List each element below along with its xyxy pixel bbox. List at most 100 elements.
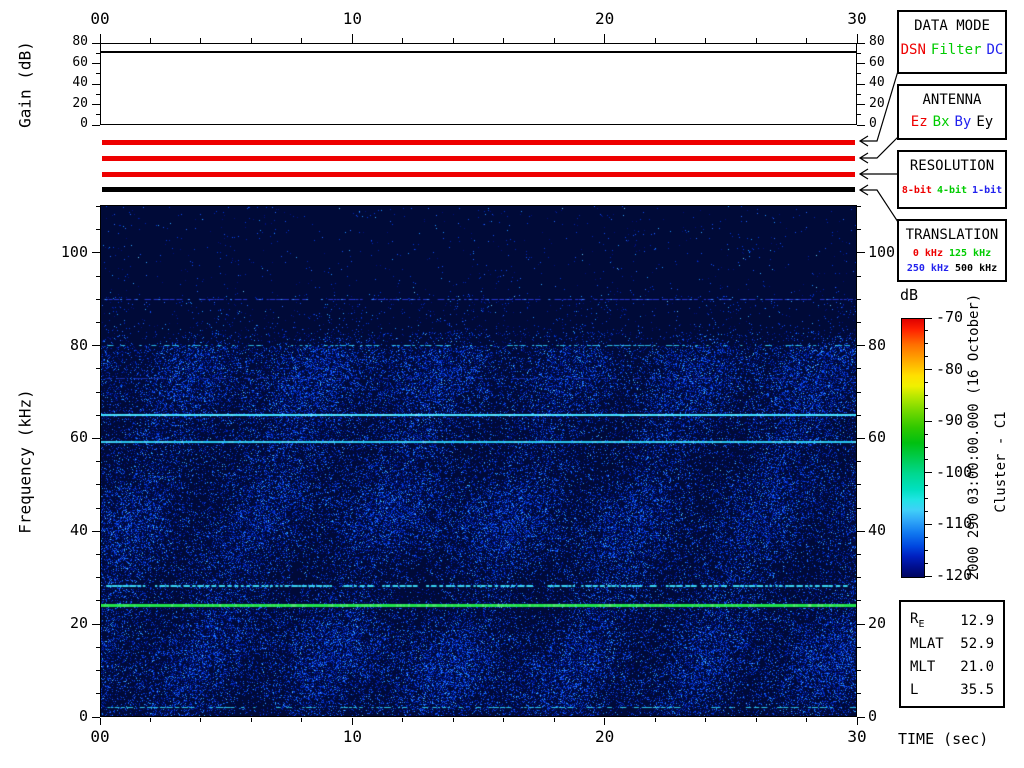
axis-tick [92,345,100,346]
axis-tick [857,531,865,532]
axis-tick [924,576,932,577]
axis-tick [92,438,100,439]
gain-ytick-label: 0 [869,117,939,132]
gain-xtick-label: 30 [822,10,892,28]
freq-ytick-label: 0 [18,708,88,725]
axis-tick [251,718,252,722]
axis-tick [924,459,928,460]
axis-tick [857,125,865,126]
status-bar-antenna [102,156,855,161]
gain-ytick-label: 40 [869,76,939,91]
axis-tick [924,550,928,551]
ephemeris-value: 21.0 [960,659,994,675]
gain-xtick-label: 00 [65,10,135,28]
axis-tick [857,252,865,253]
ephemeris-label: MLT [910,659,935,675]
axis-tick [924,524,932,525]
axis-tick [604,34,605,43]
time-xtick-label: 20 [570,728,640,746]
freq-ytick-label: 80 [868,337,938,354]
status-bar-resolution [102,172,855,177]
axis-tick [924,343,928,344]
axis-tick [924,498,928,499]
panel-item-by: By [955,114,972,130]
freq-ytick-label: 60 [868,429,938,446]
axis-tick [96,670,100,671]
freq-ytick-label: 80 [18,337,88,354]
axis-tick [92,531,100,532]
axis-tick [924,447,928,448]
axis-tick [705,38,706,43]
axis-tick [96,73,100,74]
gain-ytick-label: 60 [18,56,88,71]
axis-tick [200,38,201,43]
axis-tick [806,38,807,43]
gain-xtick-label: 20 [570,10,640,28]
freq-ytick-label: 20 [868,615,938,632]
axis-tick [756,718,757,722]
axis-tick [96,114,100,115]
axis-tick [301,38,302,43]
axis-tick [857,624,865,625]
colorbar-tick-label: -80 [936,361,1006,378]
axis-tick [453,38,454,43]
time-xtick-label: 00 [65,728,135,746]
axis-tick [92,63,100,64]
ephemeris-label: MLAT [910,636,944,652]
colorbar-tick-label: -120 [936,567,1006,584]
gain-plot-frame [100,43,857,125]
axis-tick [402,718,403,722]
axis-tick [352,718,353,725]
panel-item-250-khz: 250 kHz [907,261,949,276]
axis-tick [200,718,201,722]
axis-tick [96,484,100,485]
axis-tick [402,38,403,43]
gain-trace [101,51,856,53]
axis-tick [924,318,932,319]
status-bar-data-mode [102,140,855,145]
axis-tick [924,408,928,409]
axis-tick [857,647,861,648]
axis-tick [96,206,100,207]
freq-ytick-label: 100 [18,244,88,261]
axis-tick [924,421,932,422]
axis-tick [857,670,861,671]
axis-tick [96,229,100,230]
resolution-items: 8-bit 4-bit 1-bit [899,185,1005,196]
freq-ytick-label: 0 [868,708,938,725]
axis-tick [857,600,861,601]
ephemeris-row-mlat: MLAT 52.9 [910,632,994,655]
gain-ytick-label: 20 [869,97,939,112]
axis-tick [924,434,928,435]
axis-tick [554,718,555,722]
axis-tick [857,693,861,694]
axis-tick [924,472,932,473]
axis-tick [857,114,861,115]
axis-tick [857,717,865,718]
axis-tick [857,63,865,64]
axis-tick [857,415,861,416]
colorbar-tick-label: -70 [936,309,1006,326]
axis-tick [857,438,865,439]
ephemeris-value: 12.9 [960,613,994,629]
freq-ytick-label: 20 [18,615,88,632]
panel-item-8-bit: 8-bit [902,185,932,196]
axis-tick [924,369,932,370]
colorbar-tick-label: -110 [936,515,1006,532]
gain-xtick-label: 10 [317,10,387,28]
axis-tick [924,382,928,383]
gain-ytick-label: 0 [18,117,88,132]
gain-ytick-label: 20 [18,97,88,112]
axis-tick [857,299,861,300]
panel-item-dc: DC [987,42,1004,58]
axis-tick [857,345,865,346]
axis-tick [806,718,807,722]
colorbar-tick-label: -90 [936,412,1006,429]
axis-tick [96,693,100,694]
axis-tick [92,84,100,85]
panel-item-4-bit: 4-bit [937,185,967,196]
axis-tick [96,600,100,601]
axis-tick [857,508,861,509]
axis-tick [857,484,861,485]
gain-ytick-label: 80 [869,35,939,50]
